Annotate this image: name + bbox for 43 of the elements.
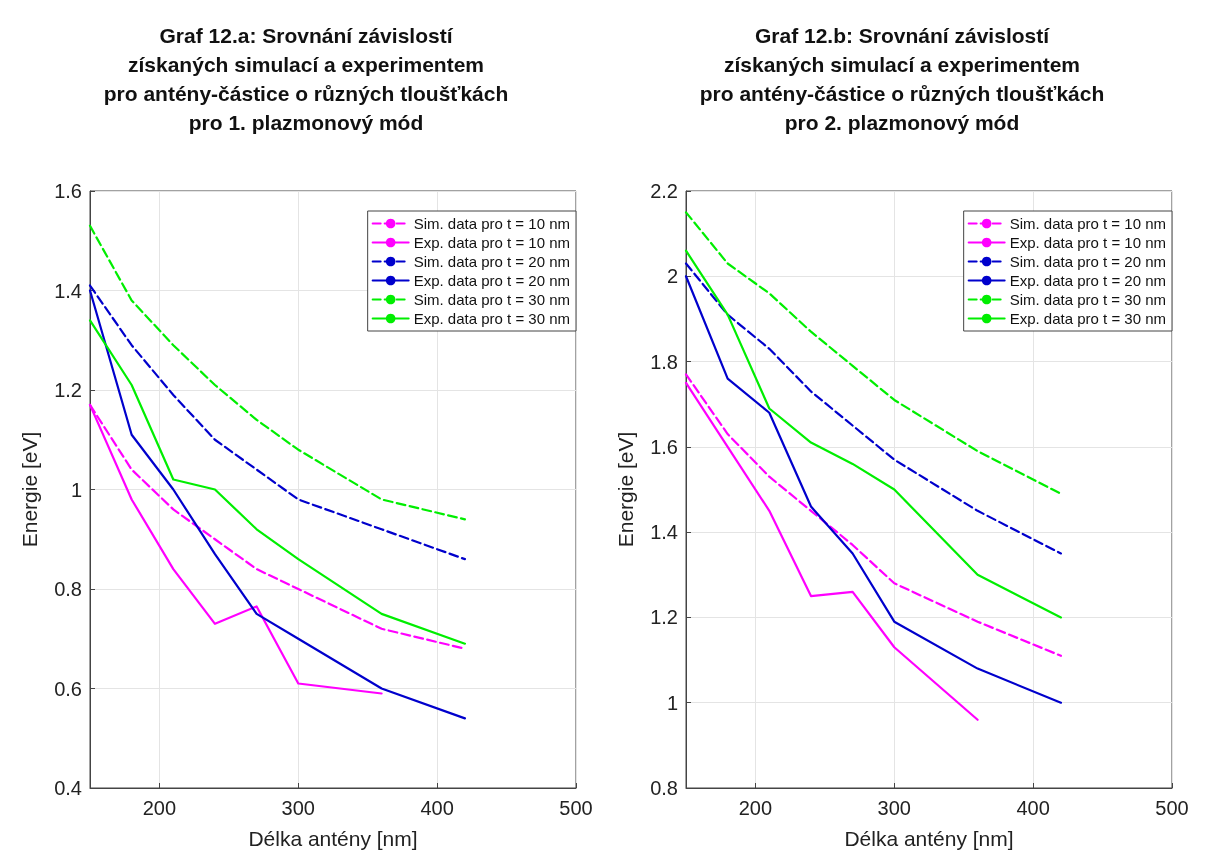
y-tick-label: 1.6 bbox=[54, 180, 82, 202]
y-tick-label: 1.8 bbox=[650, 350, 678, 373]
legend-label: Exp. data pro t = 20 nm bbox=[413, 272, 570, 289]
legend-label: Sim. data pro t = 20 nm bbox=[1009, 253, 1166, 270]
y-tick-label: 2.2 bbox=[650, 180, 678, 202]
legend-label: Sim. data pro t = 10 nm bbox=[413, 215, 570, 232]
legend-label: Exp. data pro t = 10 nm bbox=[413, 234, 570, 251]
x-tick-label: 200 bbox=[738, 797, 773, 819]
line-series bbox=[684, 373, 1063, 657]
x-tick-label: 300 bbox=[877, 797, 911, 819]
y-tick-label: 0.4 bbox=[54, 777, 82, 799]
y-tick-label: 1.2 bbox=[54, 379, 82, 401]
x-tick-label: 500 bbox=[1155, 797, 1189, 819]
y-tick-label: 1.6 bbox=[650, 435, 678, 458]
x-tick-label: 400 bbox=[1016, 797, 1050, 819]
y-tick-label: 1.2 bbox=[650, 606, 678, 629]
y-axis-title: Energie [eV] bbox=[614, 431, 637, 548]
y-tick-label: 1.4 bbox=[54, 279, 82, 302]
legend-label: Exp. data pro t = 30 nm bbox=[413, 310, 570, 327]
legend-label: Sim. data pro t = 30 nm bbox=[1009, 291, 1166, 308]
x-tick-label: 400 bbox=[420, 797, 454, 819]
legend-label: Sim. data pro t = 20 nm bbox=[413, 253, 570, 270]
y-tick-label: 1.4 bbox=[650, 521, 678, 544]
y-tick-label: 1 bbox=[70, 478, 82, 501]
line-series bbox=[684, 381, 979, 721]
x-axis-title: Délka antény [nm] bbox=[248, 827, 418, 850]
legend-label: Sim. data pro t = 30 nm bbox=[413, 291, 570, 308]
x-tick-label: 300 bbox=[281, 797, 315, 819]
chart-title: Graf 12.b: Srovnání závislostí získaných simulací a experimentem pro antény-částice o různých tloušťkách pro 2. plazmonový mód bbox=[699, 24, 1105, 134]
y-tick-label: 0.8 bbox=[650, 777, 678, 799]
y-tick-label: 0.8 bbox=[54, 578, 82, 600]
legend-label: Sim. data pro t = 10 nm bbox=[1009, 215, 1166, 232]
legend-label: Exp. data pro t = 30 nm bbox=[1009, 310, 1166, 327]
y-tick-label: 2 bbox=[666, 265, 678, 288]
x-tick-label: 500 bbox=[559, 797, 593, 819]
y-tick-label: 0.6 bbox=[54, 677, 82, 700]
legend-label: Exp. data pro t = 10 nm bbox=[1009, 234, 1166, 251]
y-tick-label: 1 bbox=[666, 691, 678, 714]
legend-label: Exp. data pro t = 20 nm bbox=[1009, 272, 1166, 289]
x-tick-label: 200 bbox=[142, 797, 177, 819]
x-axis-title: Délka antény [nm] bbox=[844, 827, 1014, 850]
chart-title: Graf 12.a: Srovnání závislostí získaných simulací a experimentem pro antény-částice o různých tloušťkách pro 1. plazmonový mód bbox=[103, 24, 509, 134]
y-axis-title: Energie [eV] bbox=[18, 431, 41, 548]
